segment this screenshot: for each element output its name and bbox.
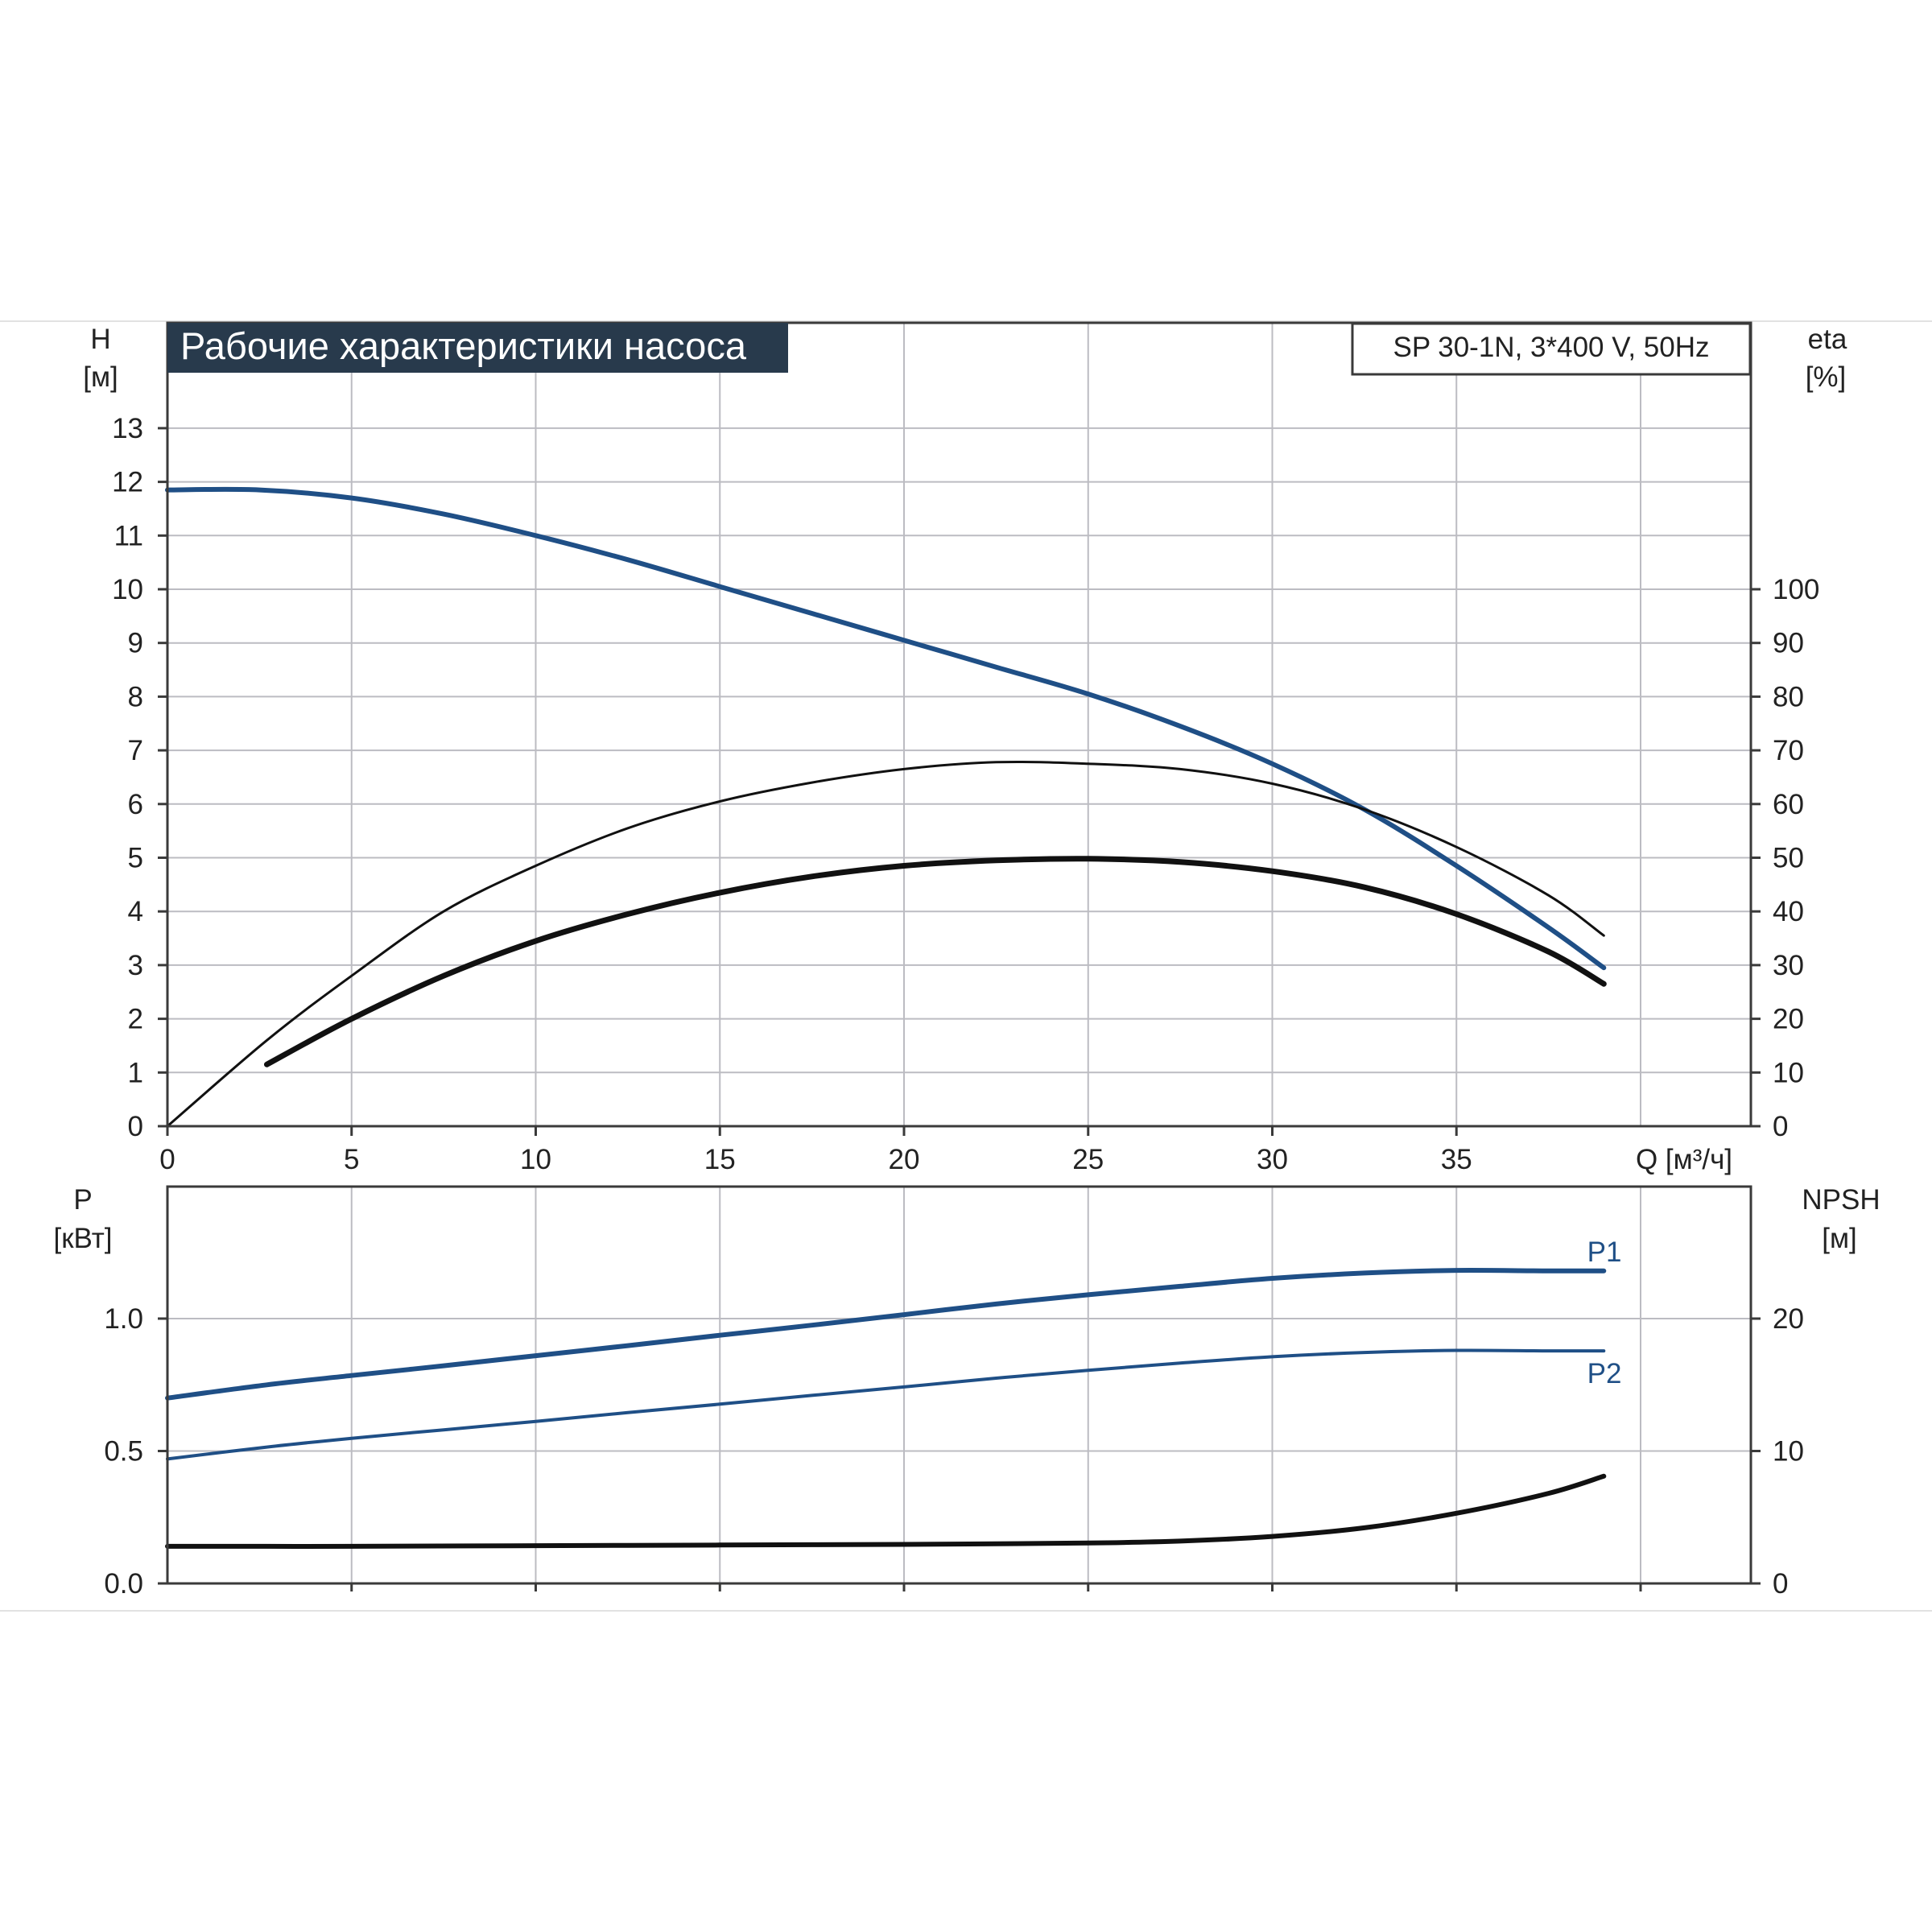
- eta-tick-label: 30: [1773, 950, 1804, 981]
- h-tick-label: 13: [112, 413, 143, 444]
- npsh-axis-unit: [м]: [1822, 1223, 1857, 1254]
- eta-tick-label: 40: [1773, 896, 1804, 927]
- npsh-tick-label: 10: [1773, 1436, 1804, 1468]
- p1-series-label: P1: [1587, 1236, 1622, 1268]
- p-tick-label: 1.0: [104, 1303, 143, 1335]
- efficiency-curve-thin: [166, 760, 1605, 1128]
- chart-title: Рабочие характеристики насоса: [180, 324, 747, 367]
- h-tick-label: 3: [128, 950, 143, 981]
- head-curve: [165, 486, 1607, 971]
- eta-axis-title: eta: [1808, 324, 1847, 355]
- npsh-tick-label: 20: [1773, 1303, 1804, 1335]
- eta-tick-label: 0: [1773, 1111, 1788, 1142]
- p-tick-label: 0.0: [104, 1568, 143, 1600]
- eta-axis-unit: [%]: [1806, 361, 1847, 393]
- npsh-axis-title: NPSH: [1802, 1184, 1880, 1216]
- x-tick-label: 5: [344, 1144, 359, 1175]
- series-layer: [165, 486, 1607, 1549]
- npsh-curve: [165, 1473, 1607, 1549]
- p-tick-label: 0.5: [104, 1436, 143, 1468]
- p2-series-label: P2: [1587, 1358, 1622, 1389]
- x-tick-label: 25: [1072, 1144, 1104, 1175]
- npsh-tick-label: 0: [1773, 1568, 1788, 1600]
- efficiency-curve-thick: [264, 856, 1607, 1067]
- p1-power-curve: [165, 1268, 1607, 1401]
- h-tick-label: 8: [128, 681, 143, 712]
- x-tick-label: 20: [889, 1144, 920, 1175]
- x-tick-label: 0: [159, 1144, 175, 1175]
- eta-tick-label: 50: [1773, 843, 1804, 874]
- h-tick-label: 4: [128, 896, 143, 927]
- h-tick-label: 10: [112, 574, 143, 605]
- x-tick-label: 10: [520, 1144, 551, 1175]
- bottom-chart-ticks: 0.0 0.5 1.0 0 10 20: [104, 1303, 1804, 1600]
- h-tick-label: 6: [128, 789, 143, 820]
- h-tick-label: 9: [128, 628, 143, 659]
- h-tick-label: 2: [128, 1004, 143, 1035]
- model-label: SP 30-1N, 3*400 V, 50Hz: [1393, 332, 1709, 363]
- h-tick-label: 7: [128, 735, 143, 766]
- bottom-chart-grid: [167, 1187, 1751, 1583]
- h-axis-unit: [м]: [83, 361, 118, 393]
- eta-tick-label: 60: [1773, 789, 1804, 820]
- eta-tick-label: 100: [1773, 574, 1819, 605]
- h-axis-title: H: [90, 324, 110, 355]
- top-chart-grid: [167, 323, 1751, 1126]
- h-tick-label: 0: [128, 1111, 143, 1142]
- eta-tick-label: 90: [1773, 628, 1804, 659]
- x-tick-label: 35: [1441, 1144, 1472, 1175]
- x-tick-label: 15: [704, 1144, 736, 1175]
- top-chart-ticks: 0 5 10 15 20 25 30 3501234567891011121301020304…: [112, 413, 1819, 1175]
- h-tick-label: 11: [114, 520, 143, 551]
- eta-tick-label: 70: [1773, 735, 1804, 766]
- top-chart-frame: [166, 321, 1752, 1128]
- p-axis-title: P: [73, 1184, 92, 1216]
- h-tick-label: 5: [128, 843, 143, 874]
- p2-power-curve: [166, 1348, 1606, 1461]
- chart-title-box: [167, 323, 788, 373]
- x-tick-label: 30: [1257, 1144, 1288, 1175]
- eta-tick-label: 20: [1773, 1004, 1804, 1035]
- h-tick-label: 1: [128, 1057, 143, 1088]
- model-box: [1351, 322, 1752, 376]
- eta-tick-label: 10: [1773, 1057, 1804, 1088]
- eta-tick-label: 80: [1773, 681, 1804, 712]
- bottom-chart-frame: [166, 1185, 1752, 1585]
- q-axis-title: Q [м³/ч]: [1636, 1144, 1732, 1175]
- h-tick-label: 12: [112, 467, 143, 498]
- p-axis-unit: [кВт]: [54, 1223, 113, 1254]
